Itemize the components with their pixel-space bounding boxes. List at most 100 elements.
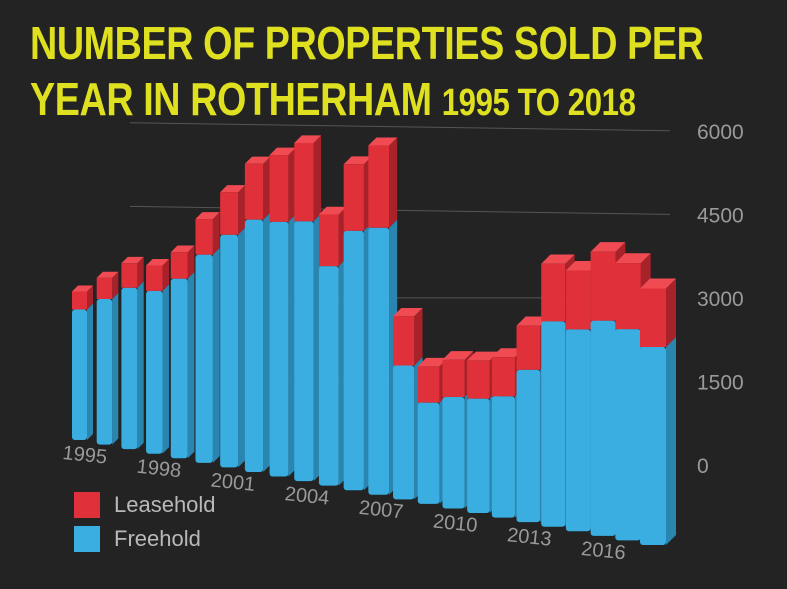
- leasehold-segment: [640, 288, 666, 347]
- legend-label: Freehold: [114, 526, 201, 551]
- leasehold-side: [389, 137, 398, 228]
- gridline: [129, 205, 671, 215]
- leasehold-top: [393, 307, 423, 317]
- y-tick-label: 6000: [697, 121, 744, 144]
- leasehold-side: [187, 245, 195, 279]
- leasehold-side: [666, 278, 676, 347]
- freehold-segment: [615, 329, 641, 541]
- freehold-segment: [590, 320, 616, 536]
- x-tick-label: 2001: [210, 469, 257, 496]
- leasehold-top: [220, 185, 246, 193]
- freehold-segment: [96, 299, 113, 445]
- leasehold-top: [96, 271, 119, 278]
- freehold-side: [666, 337, 676, 545]
- leasehold-top: [72, 285, 93, 292]
- freehold-segment: [294, 221, 314, 482]
- freehold-segment: [170, 278, 188, 459]
- x-tick-label: 2004: [284, 483, 331, 510]
- y-tick-label: 4500: [697, 204, 744, 227]
- leasehold-segment: [491, 357, 515, 397]
- gridline: [129, 122, 671, 132]
- chart-title-line1: NUMBER OF PROPERTIES SOLD PER: [30, 17, 704, 69]
- leasehold-segment: [244, 163, 264, 220]
- freehold-segment: [146, 290, 163, 454]
- bar-2017: [615, 253, 651, 541]
- freehold-segment: [417, 402, 440, 504]
- title-sub: 1995 TO 2018: [441, 82, 636, 124]
- leasehold-top: [146, 258, 170, 266]
- freehold-side: [263, 212, 271, 472]
- leasehold-top: [121, 256, 144, 264]
- freehold-segment: [516, 369, 541, 523]
- leasehold-segment: [72, 291, 87, 310]
- leasehold-top: [269, 147, 296, 156]
- leasehold-top: [417, 357, 448, 367]
- leasehold-segment: [294, 143, 314, 222]
- leasehold-top: [244, 156, 271, 164]
- leasehold-side: [414, 307, 423, 366]
- leasehold-side: [112, 271, 119, 299]
- leasehold-segment: [393, 316, 415, 366]
- leasehold-top: [640, 278, 676, 289]
- x-tick-label: 1998: [136, 456, 183, 483]
- leasehold-top: [368, 137, 398, 146]
- bar-2010: [442, 351, 474, 509]
- leasehold-side: [238, 185, 246, 235]
- legend-item-leasehold: Leasehold: [74, 492, 216, 518]
- leasehold-segment: [516, 325, 541, 370]
- leasehold-side: [313, 135, 322, 222]
- x-tick-label: 2010: [432, 511, 479, 538]
- title-main: YEAR IN ROTHERHAM: [30, 73, 432, 125]
- freehold-side: [162, 284, 170, 454]
- leasehold-segment: [121, 263, 138, 288]
- bar-2018: [640, 278, 676, 545]
- leasehold-top: [516, 316, 550, 326]
- leasehold-segment: [417, 366, 440, 403]
- leasehold-segment: [269, 155, 289, 222]
- bar-2002: [244, 156, 271, 472]
- bar-1995: [72, 285, 93, 440]
- bar-2003: [269, 147, 296, 477]
- legend-item-freehold: Freehold: [74, 526, 201, 552]
- leasehold-top: [615, 253, 651, 264]
- bar-2000: [195, 212, 220, 463]
- freehold-segment: [640, 347, 666, 545]
- freehold-segment: [318, 266, 339, 486]
- bar-2007: [368, 137, 398, 495]
- x-tick-label: 2016: [580, 538, 627, 565]
- leasehold-side: [87, 285, 93, 310]
- y-tick-label: 0: [697, 455, 709, 478]
- freehold-segment: [195, 254, 213, 463]
- freehold-side: [212, 247, 220, 463]
- leasehold-side: [212, 212, 220, 255]
- bar-1996: [96, 271, 119, 445]
- leasehold-segment: [467, 360, 490, 399]
- freehold-segment: [343, 230, 364, 491]
- bar-1999: [170, 245, 195, 459]
- leasehold-segment: [146, 265, 163, 291]
- y-tick-label: 1500: [697, 371, 744, 394]
- freehold-segment: [541, 321, 566, 527]
- freehold-side: [112, 292, 119, 445]
- leasehold-top: [590, 242, 626, 252]
- bar-2006: [343, 156, 372, 491]
- freehold-segment: [393, 365, 415, 500]
- leasehold-segment: [442, 359, 465, 397]
- legend-label: Leasehold: [114, 492, 216, 517]
- y-tick-label: 3000: [697, 288, 744, 311]
- freehold-segment: [244, 219, 264, 472]
- leasehold-segment: [170, 252, 188, 279]
- leasehold-side: [137, 256, 144, 288]
- freehold-segment: [121, 287, 138, 450]
- leasehold-side: [288, 147, 296, 222]
- leasehold-swatch: [74, 492, 100, 518]
- freehold-segment: [220, 234, 239, 468]
- freehold-segment: [565, 329, 591, 532]
- freehold-swatch: [74, 526, 100, 552]
- leasehold-top: [294, 135, 322, 143]
- chart-title-line2: YEAR IN ROTHERHAM 1995 TO 2018: [30, 73, 636, 125]
- leasehold-segment: [541, 263, 566, 322]
- freehold-side: [238, 227, 246, 468]
- leasehold-top: [467, 351, 499, 361]
